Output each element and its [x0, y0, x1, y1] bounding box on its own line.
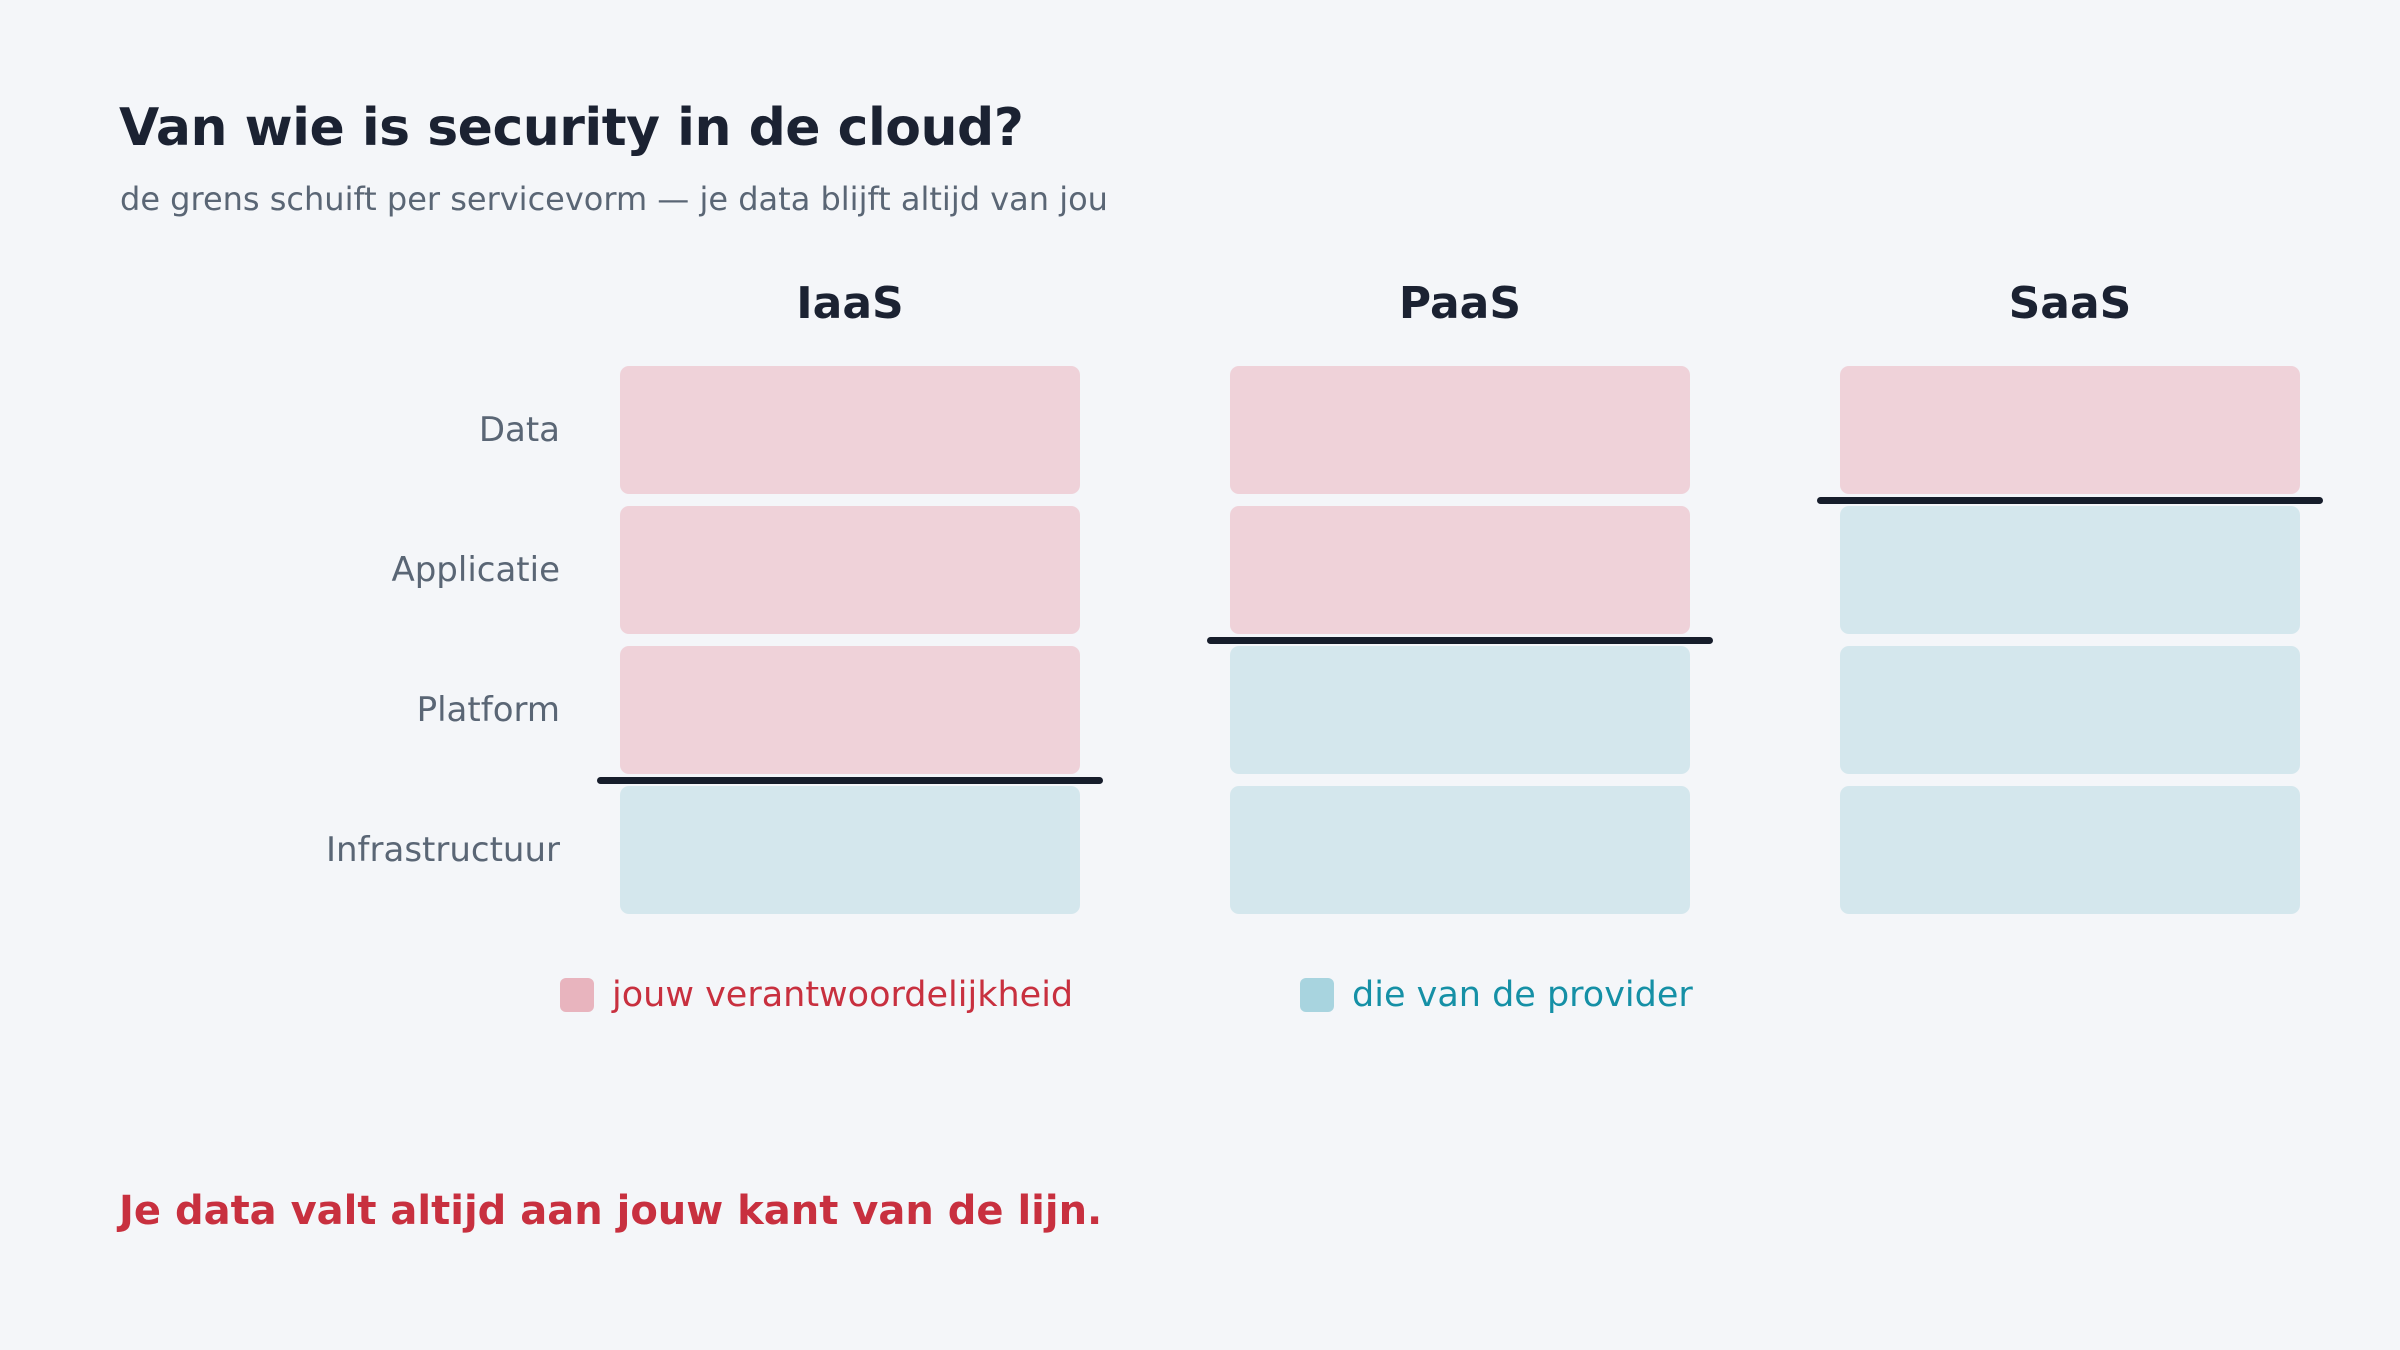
legend-label-customer: jouw verantwoordelijkheid: [612, 975, 1074, 1015]
legend-label-provider: die van de provider: [1352, 975, 1693, 1015]
cell-paas-platform-provider: [1230, 646, 1690, 774]
responsibility-boundary-iaas: [597, 777, 1103, 784]
legend-swatch-provider: [1300, 978, 1334, 1012]
layer-label: Applicatie: [391, 550, 560, 590]
cell-saas-platform-provider: [1840, 646, 2300, 774]
page-title: Van wie is security in de cloud?: [119, 98, 1024, 158]
cell-paas-data-customer: [1230, 366, 1690, 494]
cell-paas-infrastructuur-provider: [1230, 786, 1690, 914]
cell-saas-applicatie-provider: [1840, 506, 2300, 634]
layer-label: Data: [478, 410, 560, 450]
column-header-paas: PaaS: [1398, 278, 1522, 329]
responsibility-boundary-saas: [1817, 497, 2323, 504]
layer-label: Platform: [416, 690, 560, 730]
cell-saas-infrastructuur-provider: [1840, 786, 2300, 914]
legend-item-customer: jouw verantwoordelijkheid: [560, 972, 1073, 1018]
cell-iaas-infrastructuur-provider: [620, 786, 1080, 914]
cell-iaas-applicatie-customer: [620, 506, 1080, 634]
legend-swatch-customer: [560, 978, 594, 1012]
layer-label: Infrastructuur: [325, 830, 560, 870]
responsibility-boundary-paas: [1207, 637, 1713, 644]
column-header-iaas: IaaS: [796, 278, 904, 329]
page-subtitle: de grens schuift per servicevorm — je da…: [120, 180, 1108, 218]
cell-iaas-platform-customer: [620, 646, 1080, 774]
legend-item-provider: die van de provider: [1300, 972, 1693, 1018]
column-header-saas: SaaS: [2008, 278, 2132, 329]
cell-saas-data-customer: [1840, 366, 2300, 494]
cell-iaas-data-customer: [620, 366, 1080, 494]
cell-paas-applicatie-customer: [1230, 506, 1690, 634]
footer-note: Je data valt altijd aan jouw kant van de…: [119, 1188, 1103, 1234]
